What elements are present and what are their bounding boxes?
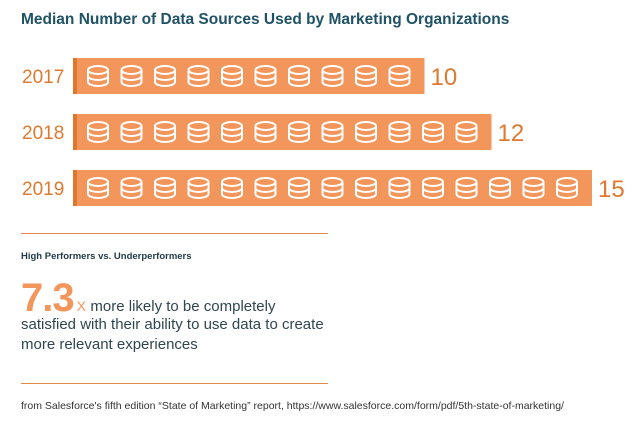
- database-icon: [355, 65, 377, 87]
- database-icon: [154, 65, 176, 87]
- database-icon: [87, 65, 109, 87]
- database-icon: [288, 65, 310, 87]
- database-icon: [422, 177, 444, 199]
- database-icon: [288, 121, 310, 143]
- bar-accent: [73, 114, 77, 150]
- year-label: 2017: [22, 67, 64, 88]
- stat-number: 7.3: [21, 276, 75, 320]
- bar: [73, 114, 492, 150]
- bottom-divider: [21, 383, 328, 384]
- bar: [73, 170, 592, 206]
- top-divider: [21, 233, 328, 234]
- database-icon: [221, 121, 243, 143]
- times-symbol: X: [76, 298, 86, 314]
- bar-accent: [73, 58, 77, 94]
- database-icon: [154, 121, 176, 143]
- value-label: 10: [431, 64, 458, 91]
- year-label: 2018: [22, 123, 64, 144]
- bar-chart: 2017 10 2018 12 2019 15: [22, 58, 625, 206]
- database-icon: [120, 65, 143, 87]
- stat-text-line1: more likely to be completely: [90, 298, 276, 315]
- database-icon: [120, 121, 143, 143]
- stat-text-line2: satisfied with their ability to use data…: [21, 316, 324, 333]
- database-icon: [187, 65, 210, 87]
- database-icon: [221, 65, 243, 87]
- chart-title: Median Number of Data Sources Used by Ma…: [21, 11, 510, 28]
- stat-text-line3: more relevant experiences: [21, 336, 198, 353]
- source-citation: from Salesforce's fifth edition “State o…: [21, 400, 564, 412]
- database-icon: [288, 177, 310, 199]
- database-icon: [388, 177, 411, 199]
- database-icon: [120, 177, 143, 199]
- database-icon: [388, 121, 411, 143]
- database-icon: [254, 177, 277, 199]
- bar: [73, 58, 425, 94]
- database-icon: [187, 177, 210, 199]
- year-label: 2019: [22, 179, 64, 200]
- database-icon: [455, 121, 478, 143]
- bar-accent: [73, 170, 77, 206]
- database-icon: [154, 177, 176, 199]
- database-icon: [187, 121, 210, 143]
- value-label: 12: [498, 120, 525, 147]
- database-icon: [254, 121, 277, 143]
- database-icon: [388, 65, 411, 87]
- database-icon: [321, 121, 344, 143]
- database-icon: [321, 65, 344, 87]
- database-icon: [355, 121, 377, 143]
- database-icon: [221, 177, 243, 199]
- database-icon: [489, 177, 511, 199]
- database-icon: [355, 177, 377, 199]
- database-icon: [455, 177, 478, 199]
- database-icon: [87, 177, 109, 199]
- database-icon: [422, 121, 444, 143]
- value-label: 15: [598, 176, 625, 203]
- stat-block: 7.3 X more likely to be completely satisf…: [21, 278, 341, 356]
- database-icon: [556, 177, 578, 199]
- comparison-subheading: High Performers vs. Underperformers: [21, 251, 192, 262]
- database-icon: [522, 177, 545, 199]
- database-icon: [87, 121, 109, 143]
- database-icon: [254, 65, 277, 87]
- database-icon: [321, 177, 344, 199]
